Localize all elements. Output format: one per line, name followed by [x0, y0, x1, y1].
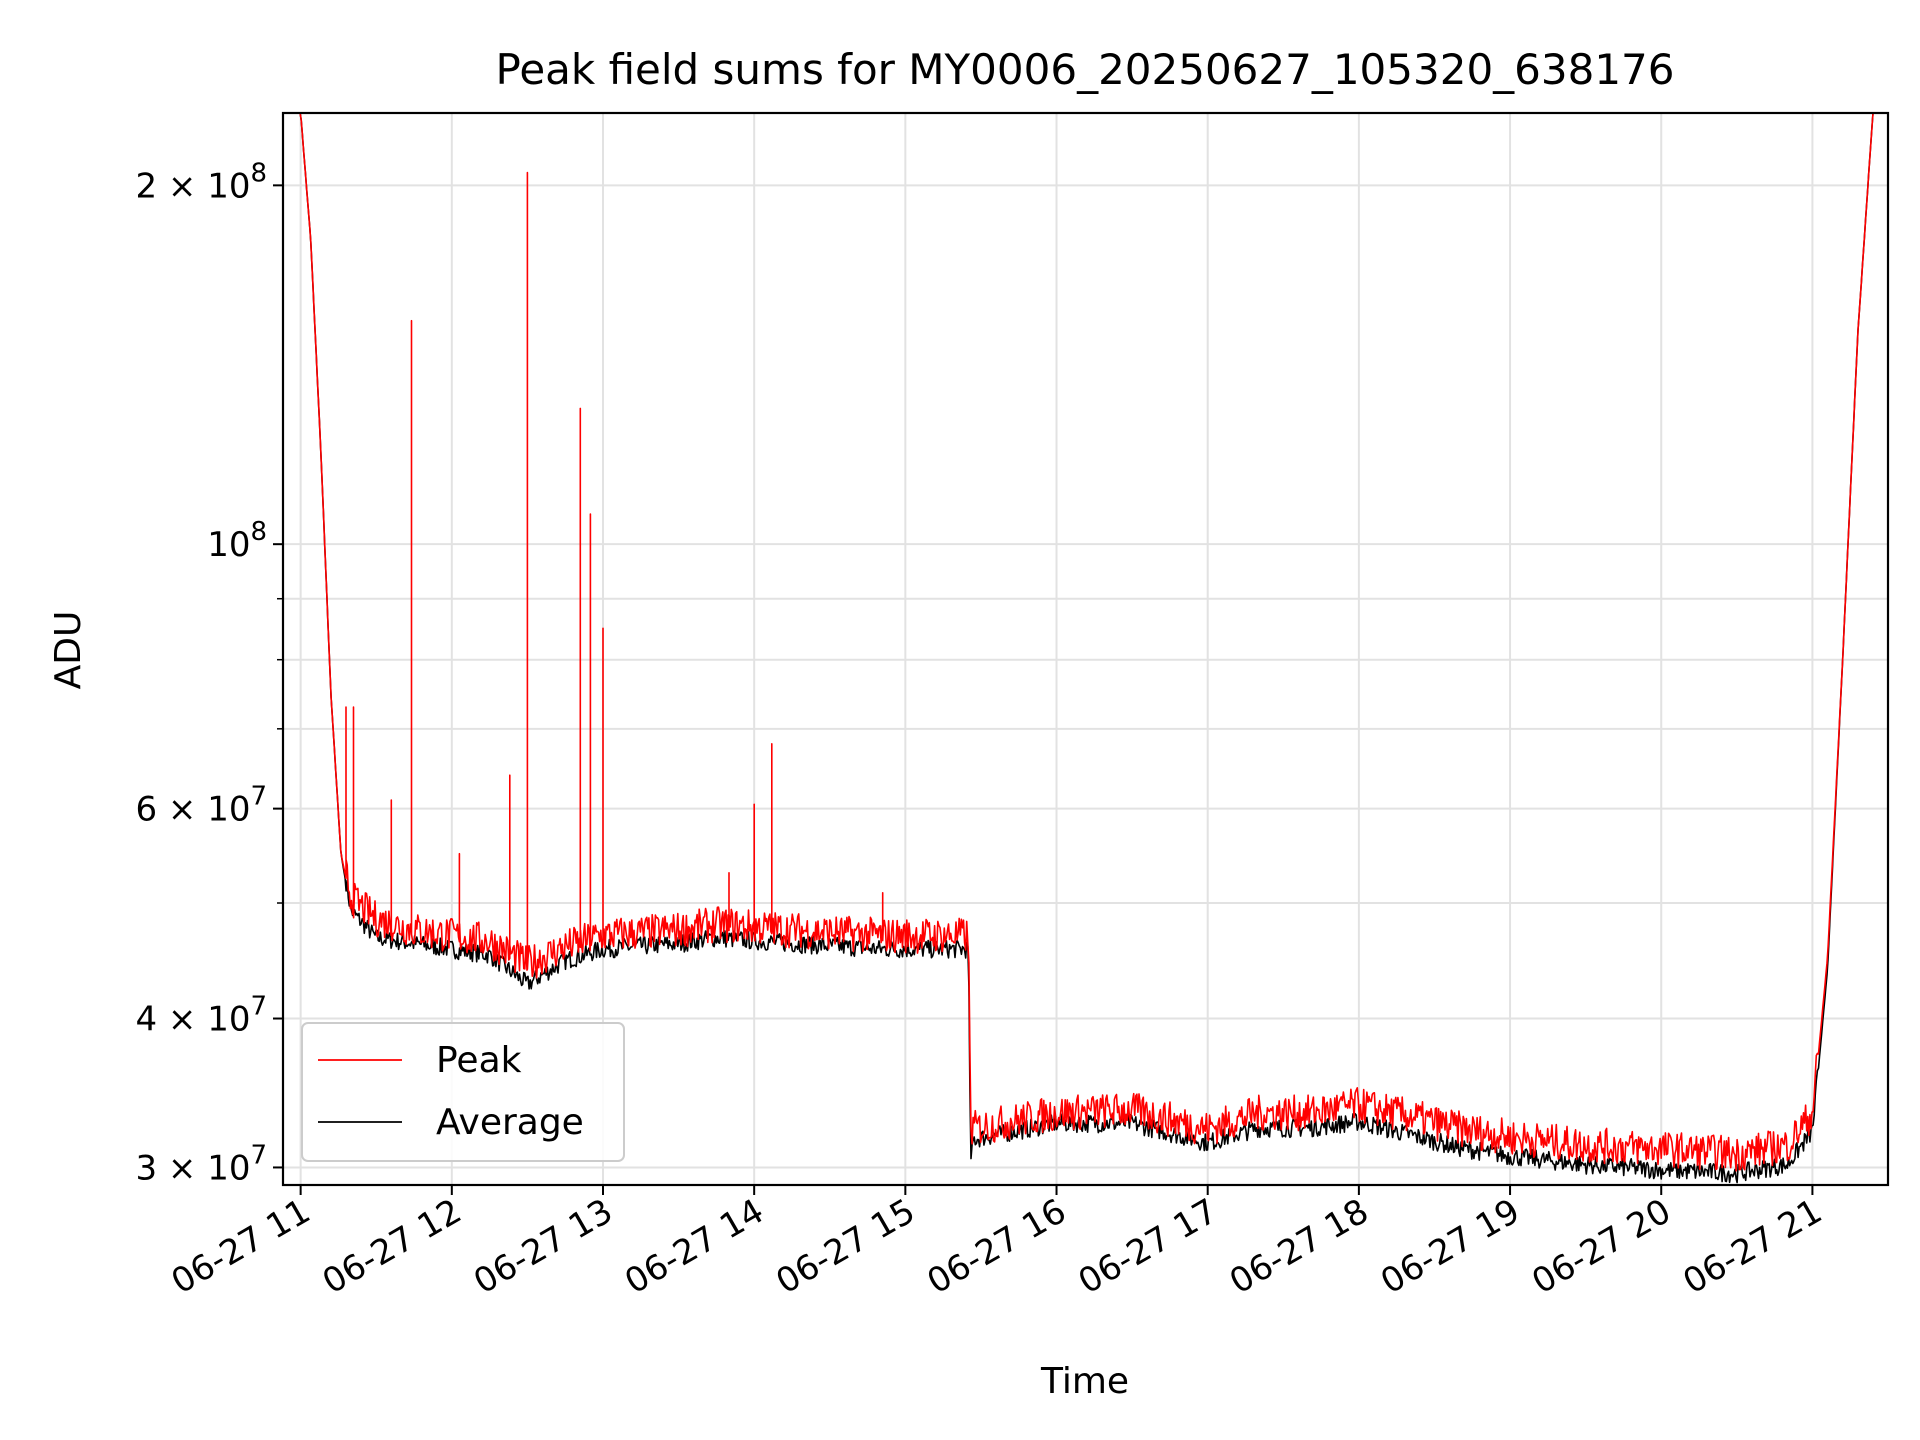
y-tick-label: 3 × 107 — [135, 1140, 267, 1188]
series-line-peak — [283, 113, 1888, 1172]
x-axis-label: Time — [1040, 1361, 1129, 1402]
y-tick-label: 108 — [207, 517, 267, 565]
chart-title: Peak field sums for MY0006_20250627_1053… — [495, 45, 1674, 94]
y-tick-label: 4 × 107 — [135, 992, 267, 1040]
series-line-average — [283, 113, 1888, 1184]
legend-label-average: Average — [436, 1102, 584, 1143]
legend-box — [301, 1022, 625, 1162]
y-tick-label: 2 × 108 — [135, 158, 267, 206]
series-layer — [283, 113, 1888, 1184]
grid — [283, 113, 1888, 1185]
plot-frame — [281, 111, 1890, 1187]
y-axis-label: ADU — [48, 611, 89, 690]
y-tick-label: 6 × 107 — [135, 782, 267, 830]
legend: Peak Average — [301, 1022, 625, 1162]
legend-label-peak: Peak — [436, 1040, 522, 1081]
